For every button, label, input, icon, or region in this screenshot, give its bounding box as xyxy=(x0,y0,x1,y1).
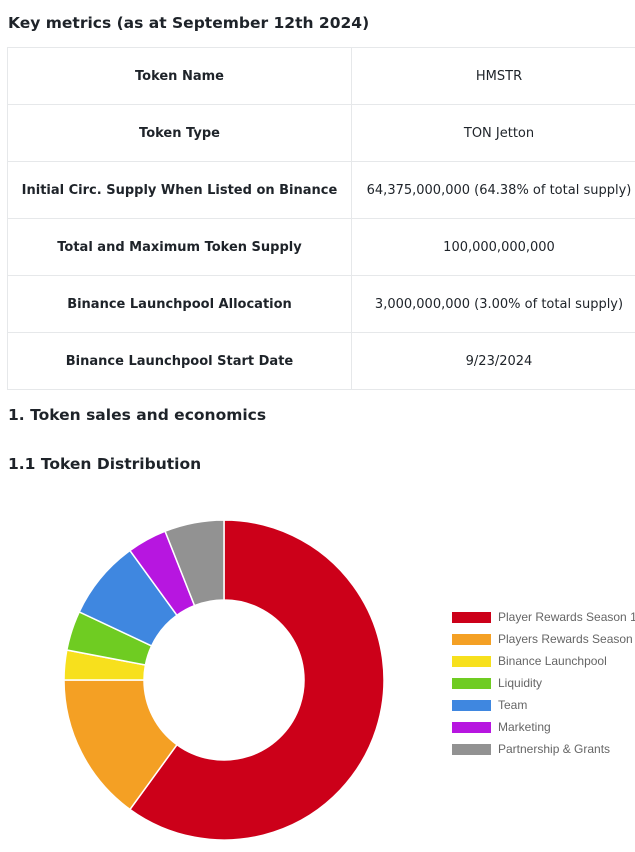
metric-label: Total and Maximum Token Supply xyxy=(7,218,352,276)
legend-swatch xyxy=(452,721,491,733)
legend-item: Liquidity xyxy=(452,672,635,694)
legend-swatch xyxy=(452,743,491,755)
metric-value: 100,000,000,000 xyxy=(351,218,635,276)
legend-swatch xyxy=(452,655,491,667)
legend-item: Binance Launchpool xyxy=(452,650,635,672)
metric-label: Initial Circ. Supply When Listed on Bina… xyxy=(7,161,352,219)
legend-item: Marketing xyxy=(452,716,635,738)
metric-value: HMSTR xyxy=(351,47,635,105)
metric-value: 64,375,000,000 (64.38% of total supply) xyxy=(351,161,635,219)
legend-item: Team xyxy=(452,694,635,716)
metrics-row: Token Name HMSTR xyxy=(7,47,635,105)
legend-label: Marketing xyxy=(498,720,551,734)
metrics-row: Binance Launchpool Start Date 9/23/2024 xyxy=(7,332,635,390)
metrics-row: Initial Circ. Supply When Listed on Bina… xyxy=(7,161,635,219)
metrics-title: Key metrics (as at September 12th 2024) xyxy=(8,14,370,32)
metric-label: Token Type xyxy=(7,104,352,162)
donut-slice xyxy=(164,519,225,607)
metric-value: 9/23/2024 xyxy=(351,332,635,390)
legend-swatch xyxy=(452,677,491,689)
metric-label: Token Name xyxy=(7,47,352,105)
token-distribution-chart xyxy=(63,519,385,841)
chart-legend: Player Rewards Season 1 Players Rewards S… xyxy=(452,606,635,760)
legend-swatch xyxy=(452,611,491,623)
legend-label: Liquidity xyxy=(498,676,543,690)
legend-swatch xyxy=(452,633,491,645)
metrics-row: Total and Maximum Token Supply 100,000,00… xyxy=(7,218,635,276)
legend-label: Player Rewards Season 1 xyxy=(498,610,635,624)
legend-swatch xyxy=(452,699,491,711)
subsection-title: 1.1 Token Distribution xyxy=(8,455,202,473)
metrics-row: Token Type TON Jetton xyxy=(7,104,635,162)
legend-item: Partnership & Grants xyxy=(452,738,635,760)
metric-label: Binance Launchpool Start Date xyxy=(7,332,352,390)
metric-value: 3,000,000,000 (3.00% of total supply) xyxy=(351,275,635,333)
legend-label: Partnership & Grants xyxy=(498,742,611,756)
legend-label: Team xyxy=(498,698,528,712)
metric-label: Binance Launchpool Allocation xyxy=(7,275,352,333)
metric-value: TON Jetton xyxy=(351,104,635,162)
donut-slice xyxy=(128,519,385,841)
metrics-row: Binance Launchpool Allocation 3,000,000,0… xyxy=(7,275,635,333)
section-title: 1. Token sales and economics xyxy=(8,406,267,424)
legend-item: Player Rewards Season 1 xyxy=(452,606,635,628)
key-metrics-table: Token Name HMSTR Token Type TON Jetton Initi… xyxy=(7,47,635,390)
legend-label: Players Rewards Season 2 xyxy=(498,632,635,646)
legend-item: Players Rewards Season 2 xyxy=(452,628,635,650)
legend-label: Binance Launchpool xyxy=(498,654,607,668)
